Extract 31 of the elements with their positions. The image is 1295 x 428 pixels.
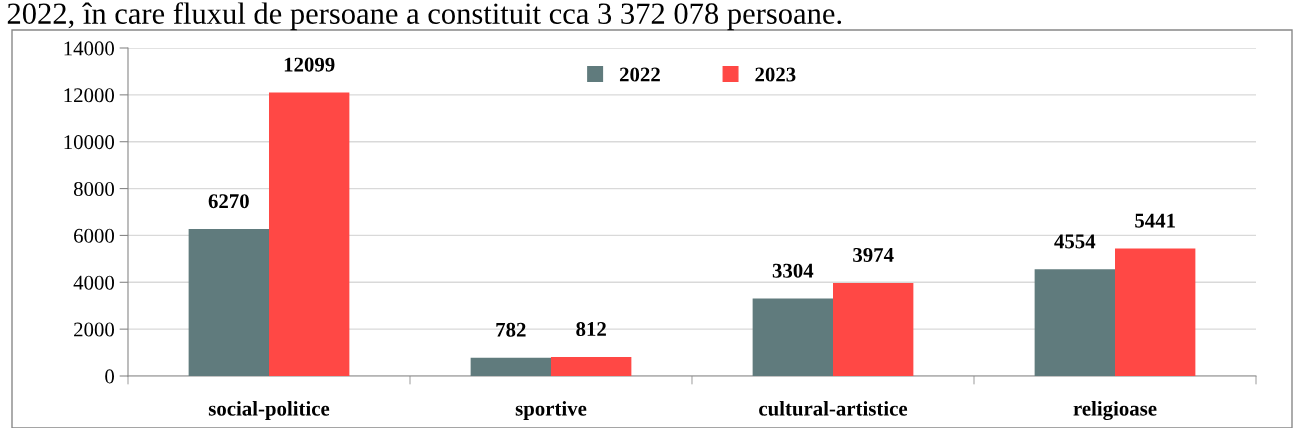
data-label: 5441: [1135, 213, 1175, 228]
bar: [1034, 269, 1115, 376]
y-tick-label: 2000: [74, 322, 115, 337]
bar: [269, 92, 350, 376]
bar: [551, 356, 632, 376]
x-tick-label: religioase: [1073, 401, 1157, 421]
data-label: 12099: [284, 57, 335, 72]
legend-label: 2022: [619, 67, 660, 82]
bar: [470, 357, 551, 376]
bar: [188, 229, 269, 376]
bar: [1115, 248, 1196, 376]
y-tick-label: 12000: [64, 88, 115, 103]
x-tick-label: sportive: [515, 401, 587, 420]
y-tick-label: 8000: [73, 181, 115, 196]
data-label: 3304: [772, 263, 814, 278]
bar: [752, 298, 833, 376]
data-label: 6270: [208, 194, 249, 209]
y-tick-label: 0: [105, 369, 115, 384]
data-label: 4554: [1054, 234, 1096, 249]
text: 2022, în care fluxul de persoane a constituit cca 3 372 078 persoane.: [7, 2, 842, 31]
y-tick-label: 4000: [73, 275, 115, 290]
data-label: 812: [576, 322, 606, 337]
bar: [833, 282, 914, 376]
x-tick-label: cultural-artistice: [759, 401, 908, 416]
data-label: 3974: [853, 248, 894, 262]
y-tick-label: 6000: [74, 228, 115, 243]
legend-label: 2023: [755, 67, 796, 82]
y-tick-label: 10000: [64, 135, 115, 150]
data-label: 782: [496, 322, 526, 337]
y-tick-label: 14000: [64, 41, 115, 56]
x-tick-label: social-politice: [208, 401, 330, 420]
